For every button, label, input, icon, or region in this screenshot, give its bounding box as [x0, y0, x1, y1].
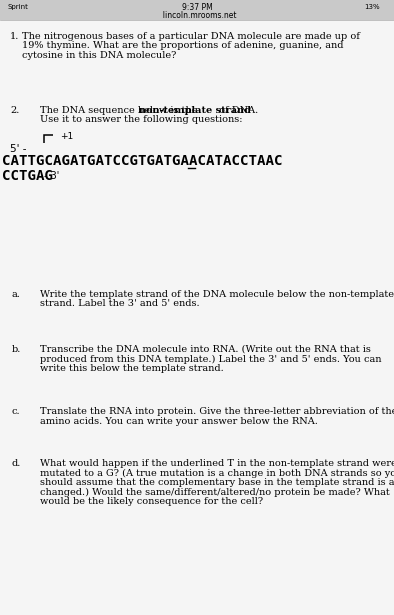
Text: c.: c. [12, 407, 20, 416]
Text: 13%: 13% [364, 4, 380, 10]
Text: 2.: 2. [10, 106, 19, 115]
Text: - 3': - 3' [44, 171, 59, 181]
Text: amino acids. You can write your answer below the RNA.: amino acids. You can write your answer b… [40, 416, 318, 426]
Text: would be the likely consequence for the cell?: would be the likely consequence for the … [40, 497, 263, 506]
Text: a.: a. [12, 290, 21, 299]
Text: changed.) Would the same/different/altered/no protein be made? What: changed.) Would the same/different/alter… [40, 488, 390, 497]
Text: Write the template strand of the DNA molecule below the non-template: Write the template strand of the DNA mol… [40, 290, 394, 299]
Text: mutated to a G? (A true mutation is a change in both DNA strands so you: mutated to a G? (A true mutation is a ch… [40, 469, 394, 478]
Text: 9:37 PM: 9:37 PM [182, 2, 212, 12]
Text: +1: +1 [60, 132, 73, 141]
Text: Translate the RNA into protein. Give the three-letter abbreviation of the: Translate the RNA into protein. Give the… [40, 407, 394, 416]
Text: strand. Label the 3' and 5' ends.: strand. Label the 3' and 5' ends. [40, 300, 200, 309]
Text: The nitrogenous bases of a particular DNA molecule are made up of: The nitrogenous bases of a particular DN… [22, 32, 360, 41]
Text: CATTGCAGATGATCCGTGATGAACATACCTAAC: CATTGCAGATGATCCGTGATGAACATACCTAAC [2, 154, 282, 168]
Text: d.: d. [12, 459, 21, 468]
Bar [0, 0, 394, 20]
Text: Sprint: Sprint [8, 4, 29, 10]
Text: The DNA sequence below is the: The DNA sequence below is the [40, 106, 201, 115]
Text: What would happen if the underlined T in the non-template strand were: What would happen if the underlined T in… [40, 459, 394, 468]
Text: Use it to answer the following questions:: Use it to answer the following questions… [40, 116, 242, 124]
Text: Transcribe the DNA molecule into RNA. (Write out the RNA that is: Transcribe the DNA molecule into RNA. (W… [40, 345, 371, 354]
Text: write this below the template strand.: write this below the template strand. [40, 364, 224, 373]
Text: 1.: 1. [10, 32, 19, 41]
Text: of DNA.: of DNA. [216, 106, 258, 115]
Text: lincoln.mrooms.net: lincoln.mrooms.net [158, 10, 236, 20]
Text: CCTGAG: CCTGAG [2, 169, 53, 183]
Text: cytosine in this DNA molecule?: cytosine in this DNA molecule? [22, 51, 177, 60]
Text: b.: b. [12, 345, 21, 354]
Text: non-template strand: non-template strand [139, 106, 251, 115]
Text: 5' -: 5' - [10, 144, 26, 154]
Text: produced from this DNA template.) Label the 3' and 5' ends. You can: produced from this DNA template.) Label … [40, 354, 381, 363]
Text: 19% thymine. What are the proportions of adenine, guanine, and: 19% thymine. What are the proportions of… [22, 41, 344, 50]
Text: should assume that the complementary base in the template strand is also: should assume that the complementary bas… [40, 478, 394, 487]
